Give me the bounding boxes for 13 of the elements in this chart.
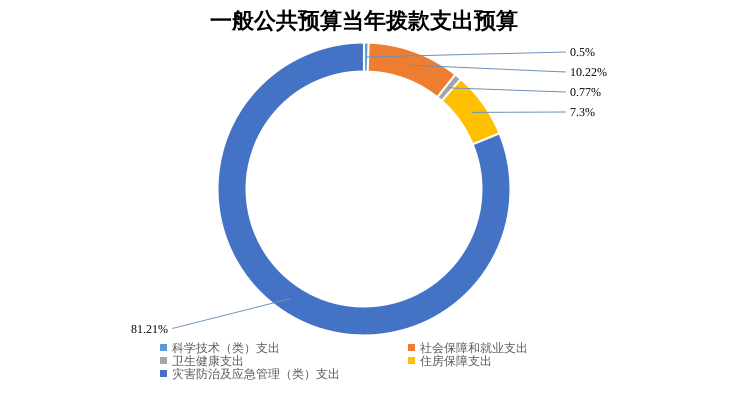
data-label: 7.3% — [570, 105, 595, 120]
donut-slice — [442, 79, 500, 144]
data-label: 10.22% — [570, 65, 607, 80]
donut-slice — [218, 42, 510, 336]
legend-label: 卫生健康支出 — [172, 354, 244, 368]
legend-label: 科学技术（类）支出 — [172, 341, 280, 356]
legend-label: 灾害防治及应急管理（类）支出 — [172, 367, 340, 382]
data-label: 0.77% — [570, 85, 601, 100]
data-label: 81.21% — [131, 322, 168, 336]
legend-label: 社会保障和就业支出 — [420, 341, 528, 356]
data-label: 0.5% — [570, 45, 595, 60]
legend-label: 住房保障支出 — [419, 354, 492, 368]
chart-title: 一般公共预算当年拨款支出预算 — [210, 8, 518, 33]
